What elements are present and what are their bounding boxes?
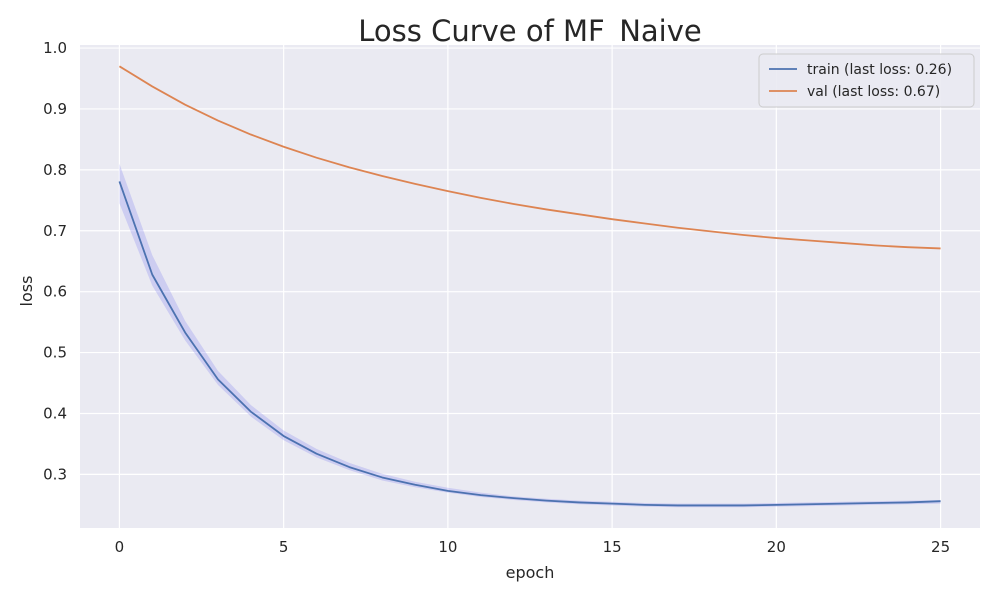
x-tick-label: 20 bbox=[767, 538, 786, 556]
x-tick-labels: 0 5 10 15 20 25 bbox=[115, 538, 950, 556]
legend: train (last loss: 0.26) val (last loss: 0… bbox=[758, 53, 975, 108]
y-tick-label: 0.4 bbox=[43, 404, 67, 422]
legend-label: train (last loss: 0.26) bbox=[807, 62, 952, 78]
y-tick-label: 0.9 bbox=[43, 100, 67, 118]
x-tick-label: 25 bbox=[931, 538, 950, 556]
x-tick-label: 15 bbox=[603, 538, 622, 556]
y-tick-label: 0.8 bbox=[43, 161, 67, 179]
series-line bbox=[118, 181, 941, 507]
x-tick-label: 5 bbox=[279, 538, 289, 556]
grid-lines bbox=[80, 45, 980, 528]
y-tick-label: 0.7 bbox=[43, 222, 67, 240]
x-tick-label: 10 bbox=[438, 538, 457, 556]
y-axis-label: loss bbox=[17, 276, 36, 307]
x-tick-label: 0 bbox=[115, 538, 125, 556]
y-tick-label: 0.3 bbox=[43, 465, 67, 483]
y-tick-label: 0.6 bbox=[43, 283, 67, 301]
chart-title: Loss Curve of MF_Naive bbox=[358, 14, 702, 48]
x-axis-label: epoch bbox=[506, 563, 555, 582]
legend-box bbox=[758, 53, 975, 108]
y-tick-label: 0.5 bbox=[43, 344, 67, 362]
series-line bbox=[118, 65, 941, 250]
series-lines bbox=[118, 65, 941, 507]
legend-label: val (last loss: 0.67) bbox=[807, 84, 940, 100]
plot-area bbox=[80, 45, 980, 528]
y-tick-label: 1.0 bbox=[43, 39, 67, 57]
y-tick-labels: 0.3 0.4 0.5 0.6 0.7 0.8 0.9 1.0 bbox=[43, 39, 67, 483]
